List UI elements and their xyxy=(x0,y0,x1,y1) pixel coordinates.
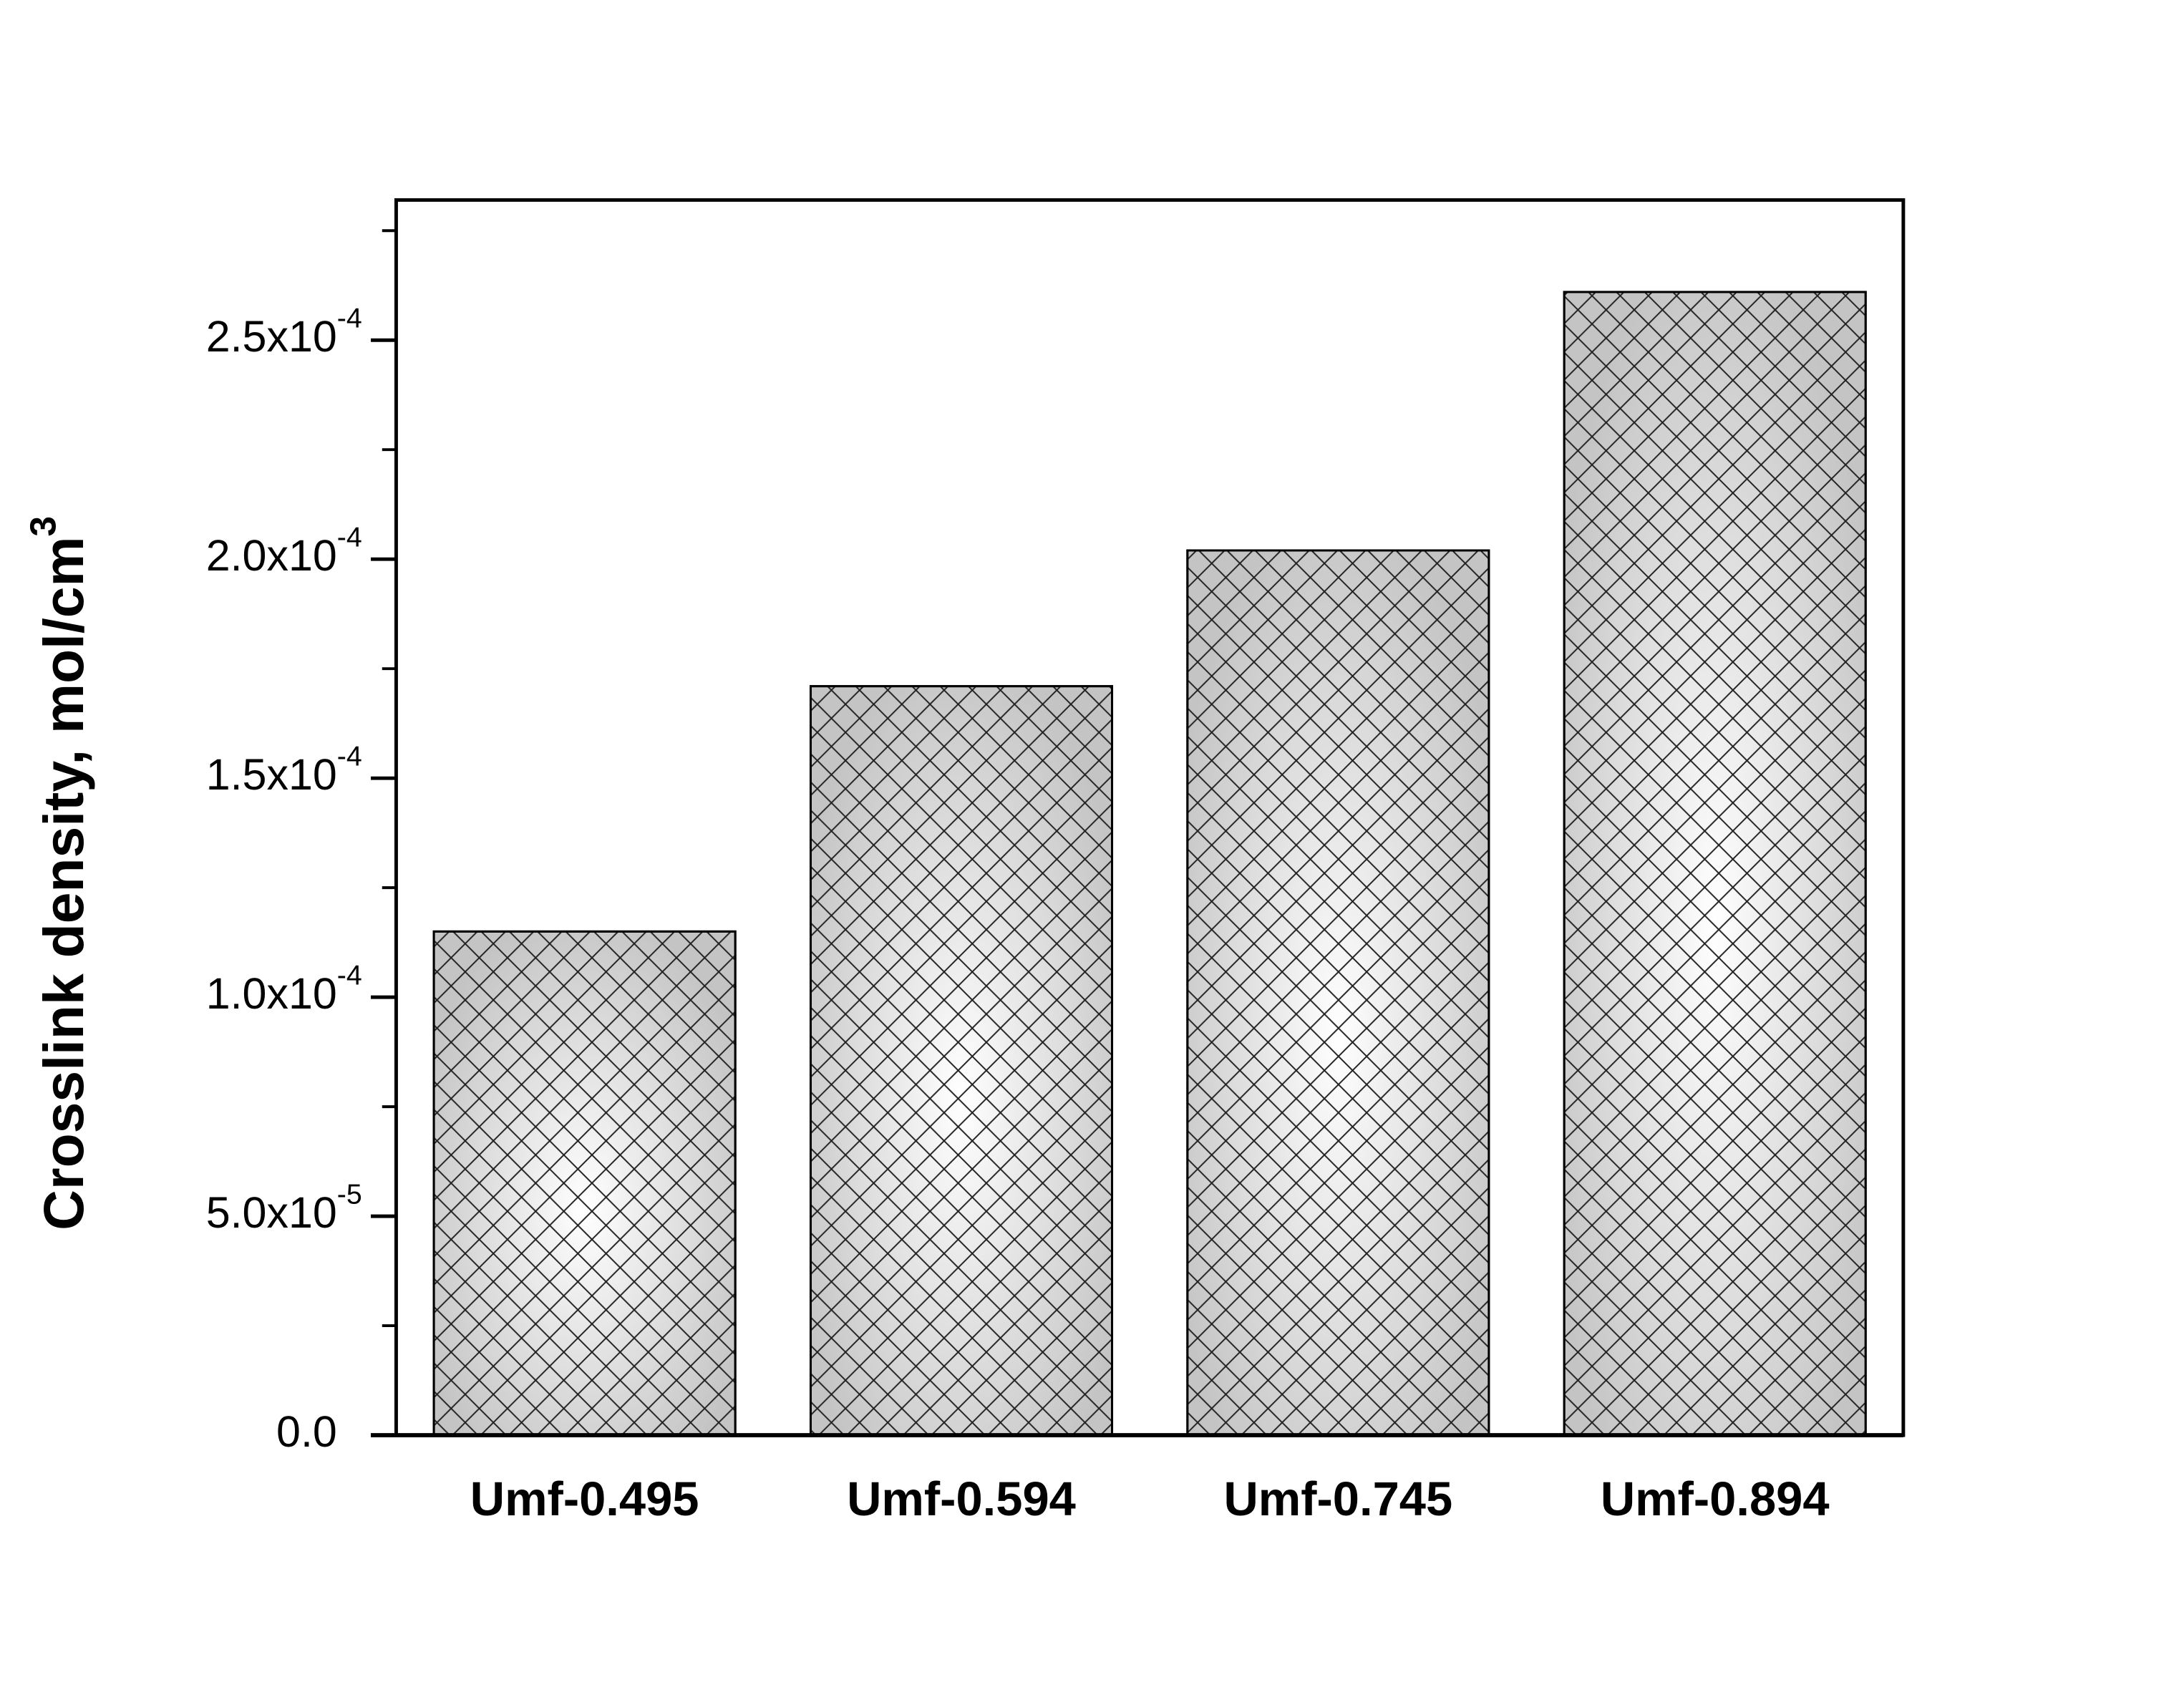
y-tick-label-base: 2.5x10 xyxy=(206,312,337,361)
y-tick-label: 2.0x10 xyxy=(206,531,337,580)
y-tick-exponent-text: -4 xyxy=(337,960,362,991)
y-tick-label: 5.0x10 xyxy=(206,1188,337,1237)
y-tick-label: 2.5x10 xyxy=(206,312,337,361)
bar-hatch xyxy=(1563,291,1867,1437)
x-tick-label: Umf-0.894 xyxy=(1601,1472,1830,1526)
y-tick-exponent: -4 xyxy=(337,960,362,991)
y-tick-exponent: -4 xyxy=(337,741,362,772)
y-tick-label: 0.0 xyxy=(276,1407,337,1456)
y-axis-title: Crosslink density, mol/cm3 xyxy=(22,516,95,1230)
y-tick-label: 1.5x10 xyxy=(206,750,337,799)
bar-hatch xyxy=(432,930,737,1437)
y-tick-label-base: 1.5x10 xyxy=(206,750,337,799)
y-tick-exponent-text: -4 xyxy=(337,522,362,553)
y-tick-label-base: 2.0x10 xyxy=(206,531,337,580)
y-tick-exponent-text: -5 xyxy=(337,1179,362,1210)
y-tick-exponent: -5 xyxy=(337,1179,362,1210)
y-tick-label: 1.0x10 xyxy=(206,969,337,1018)
bar-hatch xyxy=(1186,549,1490,1437)
y-axis-title-text: Crosslink density, mol/cm xyxy=(32,537,95,1230)
x-tick-label: Umf-0.495 xyxy=(470,1472,699,1526)
y-axis-title-sup: 3 xyxy=(22,516,63,536)
y-tick-exponent-text: -4 xyxy=(337,303,362,334)
y-tick-exponent: -4 xyxy=(337,522,362,553)
y-tick-exponent-text: -4 xyxy=(337,741,362,772)
x-tick-label: Umf-0.745 xyxy=(1223,1472,1452,1526)
x-tick-label: Umf-0.594 xyxy=(847,1472,1076,1526)
bar-hatch xyxy=(809,685,1114,1437)
y-tick-label-base: 1.0x10 xyxy=(206,969,337,1018)
y-tick-label-base: 0.0 xyxy=(276,1407,337,1456)
y-tick-exponent: -4 xyxy=(337,303,362,334)
y-tick-label-base: 5.0x10 xyxy=(206,1188,337,1237)
